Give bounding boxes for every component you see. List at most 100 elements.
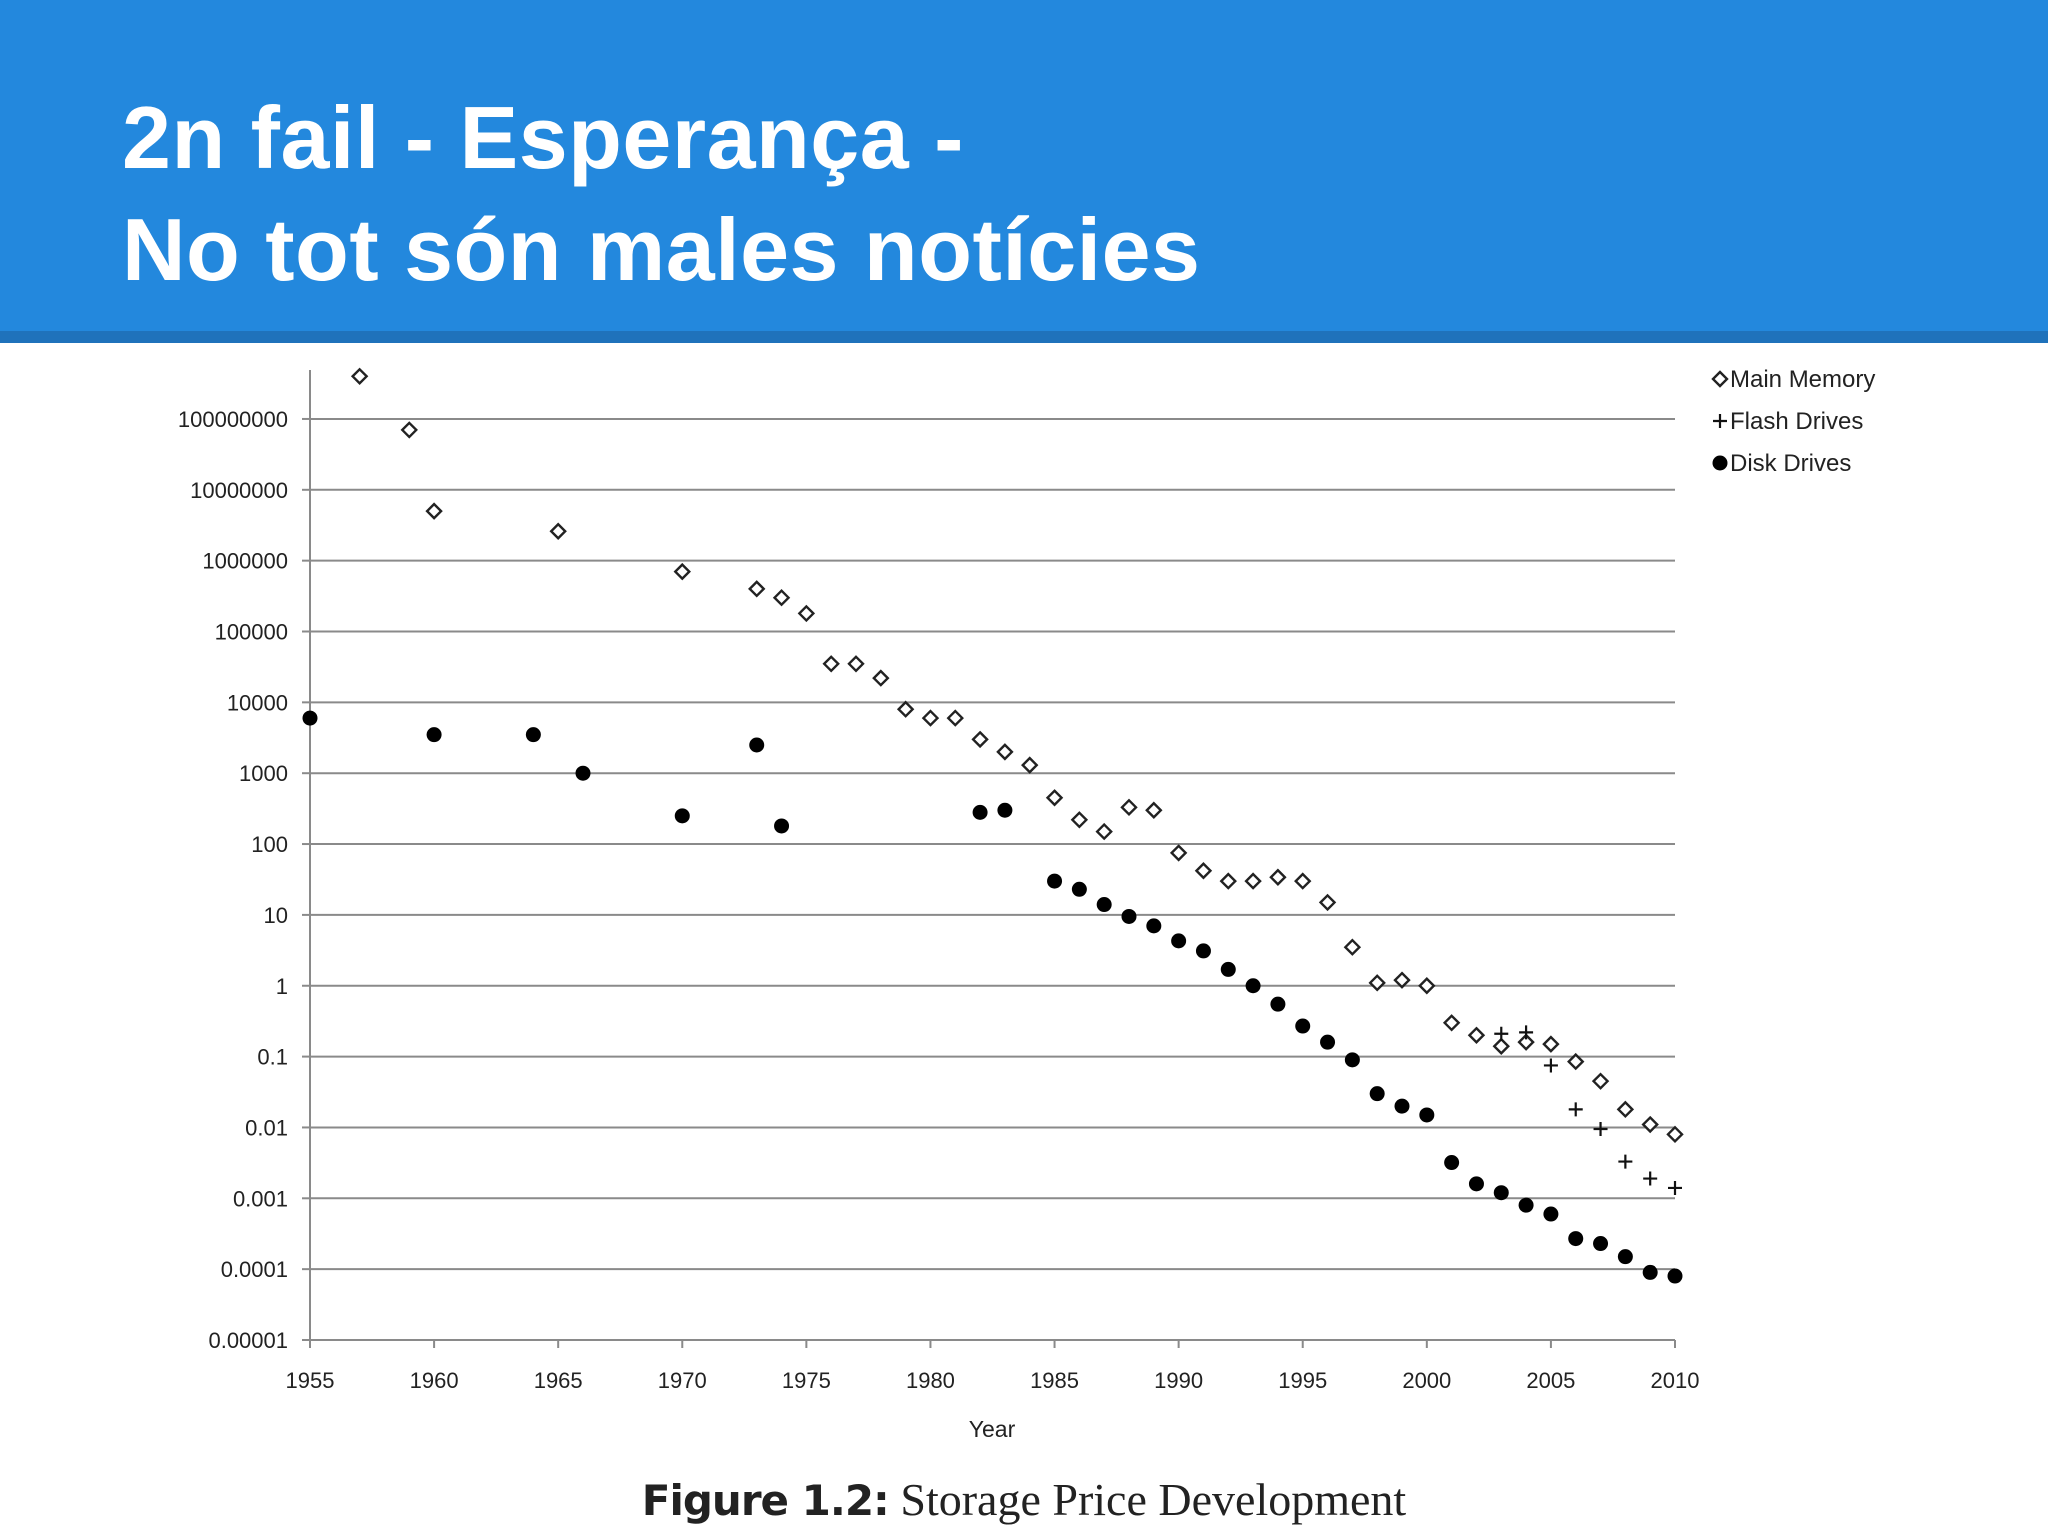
diamond-marker-icon <box>549 522 567 540</box>
series-disk-drives <box>302 710 1683 1284</box>
header-divider <box>0 331 2048 343</box>
circle-marker-icon <box>1444 1155 1460 1171</box>
circle-marker-icon <box>1270 996 1286 1012</box>
x-tick-label: 1955 <box>286 1368 335 1393</box>
circle-marker-icon <box>1096 897 1112 913</box>
diamond-marker-icon <box>1418 977 1436 995</box>
circle-marker-icon <box>1071 881 1087 897</box>
circle-marker-icon <box>1667 1268 1683 1284</box>
diamond-marker-icon <box>772 588 791 607</box>
plus-marker-icon <box>1618 1154 1633 1169</box>
diamond-marker-icon <box>1269 868 1287 886</box>
diamond-marker-icon <box>1567 1052 1585 1071</box>
circle-marker-icon <box>1593 1236 1609 1252</box>
diamond-marker-icon <box>1368 974 1386 992</box>
diamond-marker-icon <box>996 743 1014 761</box>
circle-marker-icon <box>1121 908 1137 924</box>
legend-item-flash-drives: Flash Drives <box>1713 408 1863 435</box>
circle-marker-icon <box>1220 961 1236 977</box>
x-tick-label: 1990 <box>1154 1368 1203 1393</box>
circle-marker-icon <box>1369 1086 1385 1102</box>
diamond-marker-icon <box>1517 1033 1535 1051</box>
circle-marker-icon <box>1568 1231 1584 1247</box>
y-tick-label: 0.0001 <box>221 1257 288 1282</box>
diamond-marker-icon <box>1318 893 1337 912</box>
plus-marker-icon <box>1668 1180 1682 1195</box>
circle-marker-icon <box>1493 1185 1509 1201</box>
circle-marker-icon <box>1146 918 1162 934</box>
circle-marker-icon <box>1320 1034 1336 1050</box>
diamond-marker-icon <box>1591 1072 1610 1090</box>
circle-marker-icon <box>1195 943 1211 959</box>
y-tick-label: 0.00001 <box>208 1328 288 1353</box>
diamond-marker-icon <box>350 367 369 385</box>
circle-marker-icon <box>1518 1197 1534 1213</box>
diamond-marker-icon <box>1393 971 1411 989</box>
circle-marker-icon <box>972 804 988 820</box>
series-main-memory <box>350 367 1684 1144</box>
circle-marker-icon <box>1712 455 1728 471</box>
diamond-marker-icon <box>1542 1035 1560 1053</box>
circle-marker-icon <box>1419 1107 1435 1123</box>
y-tick-label: 10000 <box>227 690 288 715</box>
x-tick-label: 1970 <box>658 1368 707 1393</box>
x-axis-title: Year <box>969 1416 1016 1442</box>
diamond-marker-icon <box>1169 844 1188 862</box>
plus-marker-icon <box>1643 1171 1658 1186</box>
diamond-marker-icon <box>1095 822 1113 841</box>
legend-item-main-memory: Main Memory <box>1711 366 1875 393</box>
diamond-marker-icon <box>748 580 766 598</box>
diamond-marker-icon <box>847 655 865 673</box>
y-tick-label: 100000 <box>215 620 288 645</box>
circle-marker-icon <box>1543 1206 1559 1222</box>
y-axis-ticks: 100000000 10000000 1000000 100000 10000 1000 1… <box>178 407 310 1353</box>
diamond-marker-icon <box>1641 1115 1659 1134</box>
diamond-marker-icon <box>1492 1037 1510 1055</box>
diamond-marker-icon <box>673 562 691 581</box>
y-tick-label: 10000000 <box>190 478 288 503</box>
x-tick-label: 1980 <box>906 1368 955 1393</box>
diamond-marker-icon <box>1616 1100 1635 1119</box>
circle-marker-icon <box>749 737 765 753</box>
legend-label: Disk Drives <box>1730 450 1851 477</box>
diamond-marker-icon <box>921 709 940 727</box>
y-tick-label: 0.001 <box>233 1186 288 1211</box>
circle-marker-icon <box>525 727 541 743</box>
circle-marker-icon <box>1617 1249 1633 1265</box>
plus-marker-icon <box>1519 1025 1534 1040</box>
y-tick-label: 100 <box>251 832 288 857</box>
diamond-marker-icon <box>1120 798 1138 817</box>
diamond-marker-icon <box>1070 811 1089 829</box>
circle-marker-icon <box>1295 1018 1311 1034</box>
y-tick-label: 1 <box>276 974 288 999</box>
x-tick-label: 2010 <box>1651 1368 1700 1393</box>
slide-title-line-2: No tot són males notícies <box>122 200 1201 299</box>
circle-marker-icon <box>1245 978 1261 994</box>
y-tick-label: 0.1 <box>257 1045 288 1070</box>
diamond-marker-icon <box>822 655 840 673</box>
legend-item-disk-drives: Disk Drives <box>1712 450 1851 477</box>
diamond-marker-icon <box>896 700 915 718</box>
x-tick-label: 1975 <box>782 1368 831 1393</box>
plus-marker-icon <box>1593 1122 1608 1137</box>
diamond-marker-icon <box>1666 1125 1684 1144</box>
circle-marker-icon <box>1171 933 1187 949</box>
circle-marker-icon <box>1642 1264 1658 1280</box>
diamond-marker-icon <box>797 604 816 623</box>
slide-header <box>0 0 2048 331</box>
chart-axes <box>309 370 1675 1348</box>
figure-caption-label: Figure 1.2: <box>641 1476 890 1525</box>
circle-marker-icon <box>774 818 790 834</box>
diamond-marker-icon <box>1343 938 1362 956</box>
figure-caption: Figure 1.2: Storage Price Development <box>0 1472 2048 1526</box>
plus-marker-icon <box>1568 1102 1583 1117</box>
diamond-marker-icon <box>1145 801 1163 819</box>
circle-marker-icon <box>674 808 690 824</box>
x-tick-label: 1965 <box>534 1368 583 1393</box>
slide-title: 2n fail - Esperança - No tot són males n… <box>122 82 1200 306</box>
diamond-marker-icon <box>1711 370 1729 388</box>
y-tick-label: 1000000 <box>202 549 288 574</box>
x-tick-label: 2005 <box>1526 1368 1575 1393</box>
diamond-marker-icon <box>1294 872 1312 890</box>
